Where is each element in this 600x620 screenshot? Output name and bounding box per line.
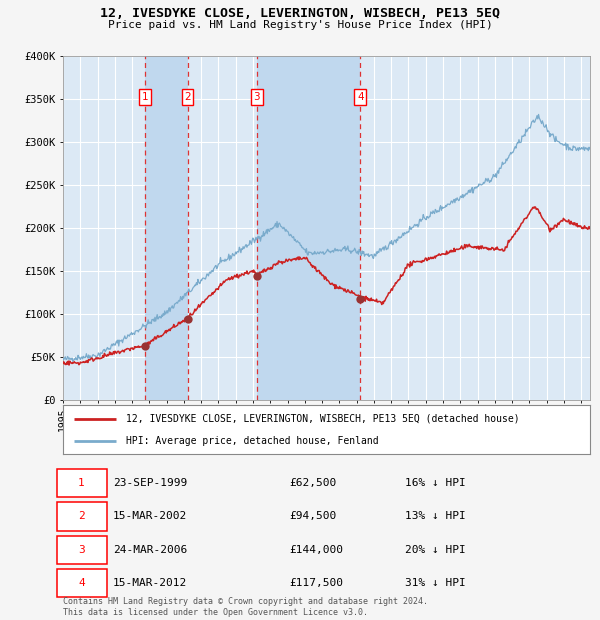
Text: Price paid vs. HM Land Registry's House Price Index (HPI): Price paid vs. HM Land Registry's House … [107, 20, 493, 30]
Text: 3: 3 [254, 92, 260, 102]
Text: 20% ↓ HPI: 20% ↓ HPI [406, 545, 466, 555]
Text: 1: 1 [78, 478, 85, 488]
Text: Contains HM Land Registry data © Crown copyright and database right 2024.
This d: Contains HM Land Registry data © Crown c… [63, 598, 428, 617]
Text: £117,500: £117,500 [290, 578, 344, 588]
Text: 12, IVESDYKE CLOSE, LEVERINGTON, WISBECH, PE13 5EQ (detached house): 12, IVESDYKE CLOSE, LEVERINGTON, WISBECH… [126, 414, 520, 423]
FancyBboxPatch shape [56, 502, 107, 531]
FancyBboxPatch shape [56, 536, 107, 564]
Bar [145, 56, 188, 400]
Text: 16% ↓ HPI: 16% ↓ HPI [406, 478, 466, 488]
Text: £62,500: £62,500 [290, 478, 337, 488]
Text: 4: 4 [357, 92, 364, 102]
Text: £94,500: £94,500 [290, 512, 337, 521]
Text: 2: 2 [78, 512, 85, 521]
Text: 13% ↓ HPI: 13% ↓ HPI [406, 512, 466, 521]
Text: 15-MAR-2012: 15-MAR-2012 [113, 578, 187, 588]
FancyBboxPatch shape [56, 569, 107, 598]
Text: £144,000: £144,000 [290, 545, 344, 555]
Text: 31% ↓ HPI: 31% ↓ HPI [406, 578, 466, 588]
Text: 3: 3 [78, 545, 85, 555]
Text: 24-MAR-2006: 24-MAR-2006 [113, 545, 187, 555]
Text: 12, IVESDYKE CLOSE, LEVERINGTON, WISBECH, PE13 5EQ: 12, IVESDYKE CLOSE, LEVERINGTON, WISBECH… [100, 7, 500, 20]
Text: HPI: Average price, detached house, Fenland: HPI: Average price, detached house, Fenl… [126, 436, 379, 446]
Text: 23-SEP-1999: 23-SEP-1999 [113, 478, 187, 488]
Bar [257, 56, 360, 400]
Text: 2: 2 [184, 92, 191, 102]
FancyBboxPatch shape [56, 469, 107, 497]
Text: 1: 1 [142, 92, 148, 102]
Text: 4: 4 [78, 578, 85, 588]
Text: 15-MAR-2002: 15-MAR-2002 [113, 512, 187, 521]
